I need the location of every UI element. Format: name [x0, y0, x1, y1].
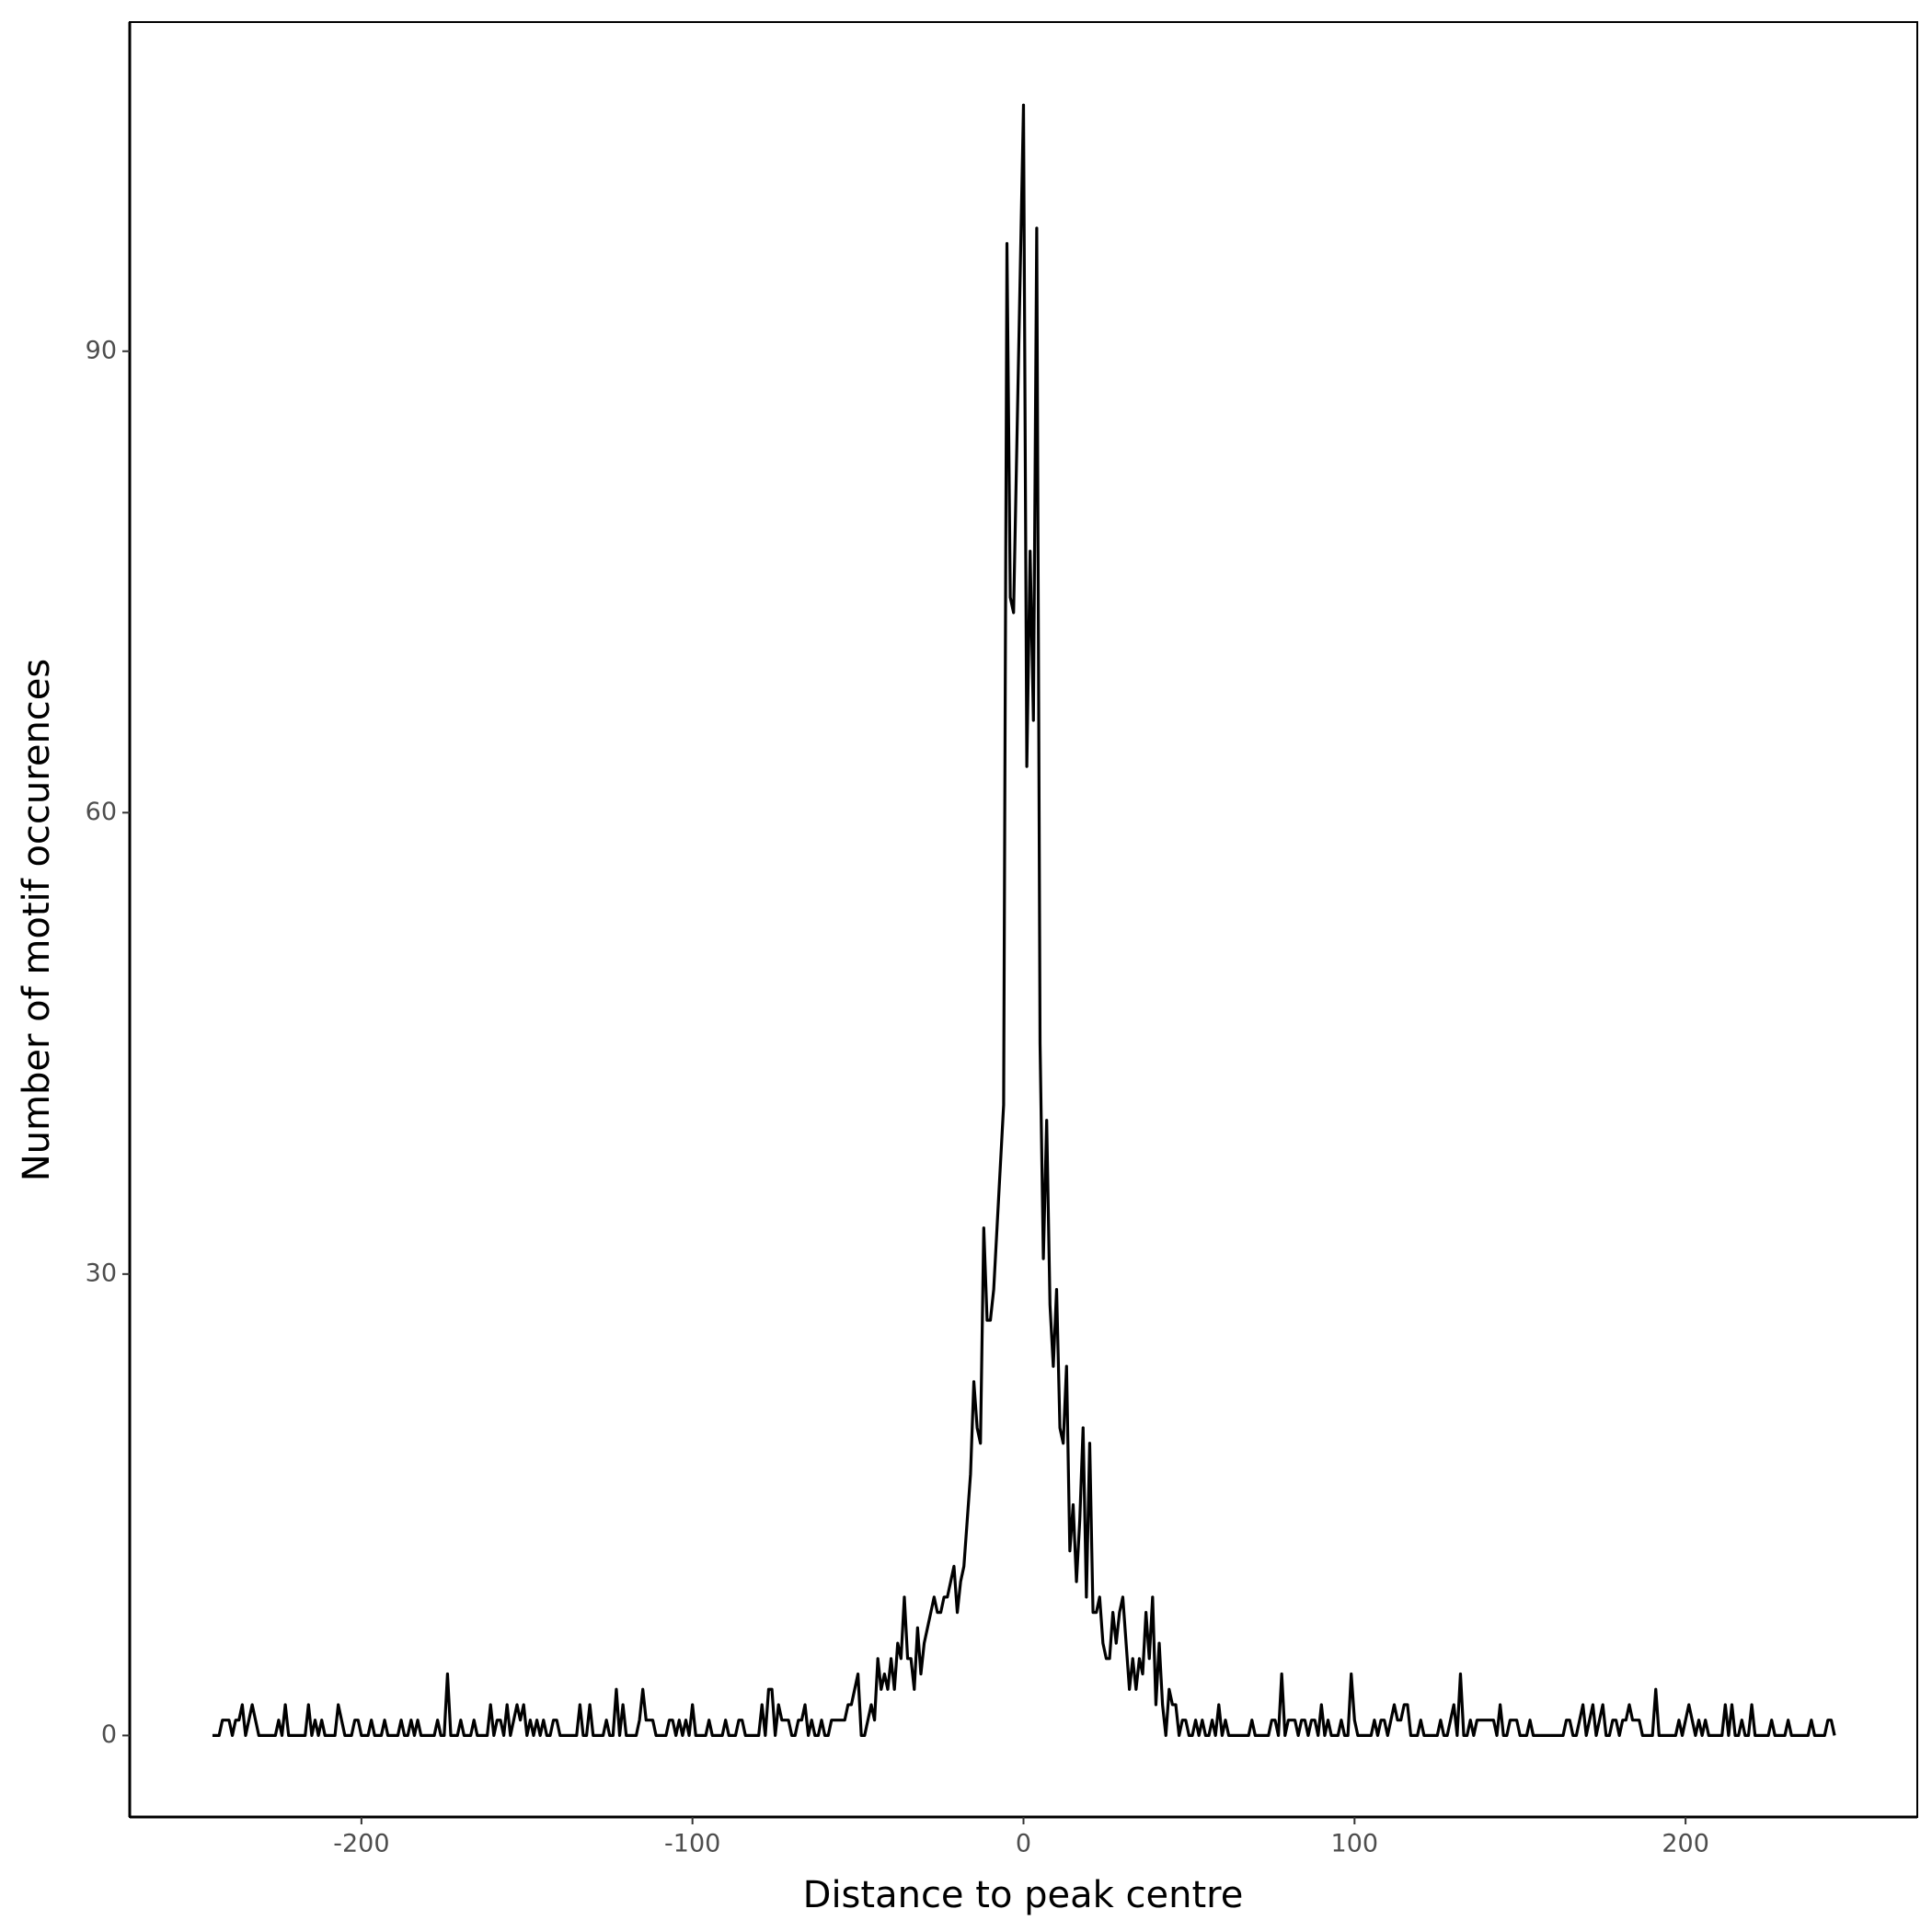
x-tick-label: 200 — [1662, 1830, 1709, 1858]
y-tick-label: 90 — [86, 336, 117, 364]
x-tick-label: 0 — [1016, 1830, 1031, 1858]
y-tick-label: 0 — [101, 1720, 117, 1749]
x-tick-label: -200 — [333, 1830, 389, 1858]
x-axis-title: Distance to peak centre — [803, 1874, 1244, 1916]
x-tick-label: 100 — [1331, 1830, 1379, 1858]
data-line — [212, 103, 1836, 1737]
y-tick-label: 30 — [86, 1259, 117, 1287]
x-tick-label: -100 — [664, 1830, 720, 1858]
y-axis-title: Number of motif occurences — [16, 659, 58, 1181]
y-tick-label: 60 — [86, 798, 117, 826]
